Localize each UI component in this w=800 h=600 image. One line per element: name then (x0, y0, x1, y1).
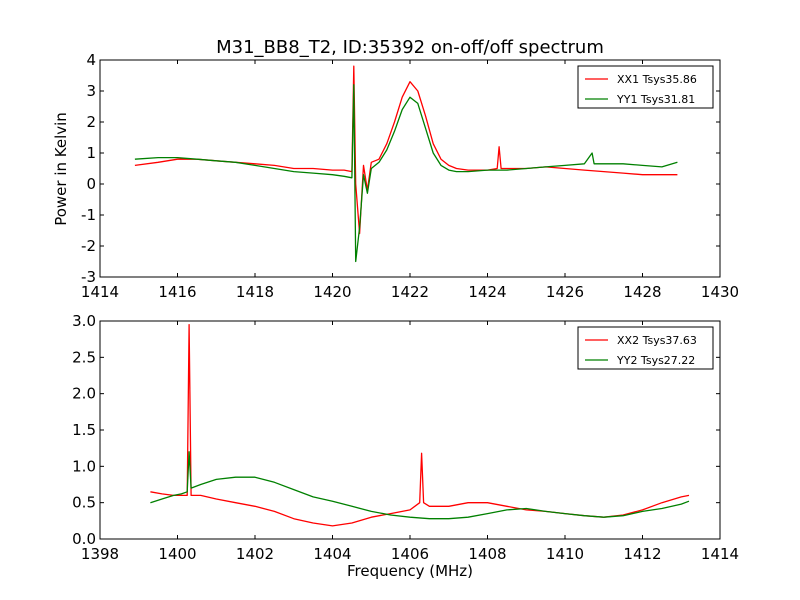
y-axis-label: Power in Kelvin (52, 112, 70, 226)
x-tick-label: 1418 (236, 283, 274, 301)
legend-label: XX1 Tsys35.86 (617, 73, 697, 86)
y-tick-label: -2 (81, 237, 96, 255)
x-tick-label: 1408 (468, 545, 506, 563)
x-tick-label: 1398 (81, 545, 119, 563)
y-tick-label: 4 (86, 51, 96, 69)
legend-box (577, 326, 714, 370)
y-tick-label: 3 (86, 82, 96, 100)
figure-title: M31_BB8_T2, ID:35392 on-off/off spectrum (216, 37, 604, 58)
x-tick-label: 1414 (81, 283, 119, 301)
x-tick-label: 1428 (623, 283, 661, 301)
legend-box (577, 65, 714, 109)
x-tick-label: 1424 (468, 283, 506, 301)
y-tick-label: 0.0 (72, 530, 96, 548)
x-tick-label: 1430 (701, 283, 739, 301)
x-tick-label: 1416 (158, 283, 196, 301)
x-tick-label: 1402 (236, 545, 274, 563)
x-tick-label: 1406 (391, 545, 429, 563)
x-tick-label: 1420 (313, 283, 351, 301)
y-tick-label: 0 (86, 175, 96, 193)
y-tick-label: -3 (81, 268, 96, 286)
series-line-2 (150, 451, 690, 520)
x-tick-label: 1426 (546, 283, 584, 301)
y-tick-label: 1.0 (72, 457, 96, 475)
series-line-2 (134, 84, 678, 263)
x-tick-label: 1422 (391, 283, 429, 301)
y-tick-label: 2.5 (72, 348, 96, 366)
bottom-panel: 1398 1400 1402 1404 1406 1408 1410 1412 1414 0.0 0… (72, 312, 739, 563)
x-tick-label: 1400 (158, 545, 196, 563)
y-tick-label: 2.0 (72, 385, 96, 403)
y-tick-label: 2 (86, 113, 96, 131)
x-tick-label: 1412 (623, 545, 661, 563)
top-panel: 1414 1416 1418 1420 1422 1424 1426 1428 1430-3-2… (81, 51, 739, 301)
legend-label: YY2 Tsys27.22 (616, 354, 695, 367)
y-tick-label: 1.5 (72, 421, 96, 439)
legend-label: YY1 Tsys31.81 (616, 93, 695, 106)
y-tick-label: 3.0 (72, 312, 96, 330)
legend-label: XX2 Tsys37.63 (617, 334, 697, 347)
x-axis-label: Frequency (MHz) (347, 562, 473, 580)
x-tick-label: 1404 (313, 545, 351, 563)
x-tick-label: 1414 (701, 545, 739, 563)
y-tick-label: -1 (81, 206, 96, 224)
y-tick-label: 0.5 (72, 494, 96, 512)
x-tick-label: 1410 (546, 545, 584, 563)
y-tick-label: 1 (86, 144, 96, 162)
